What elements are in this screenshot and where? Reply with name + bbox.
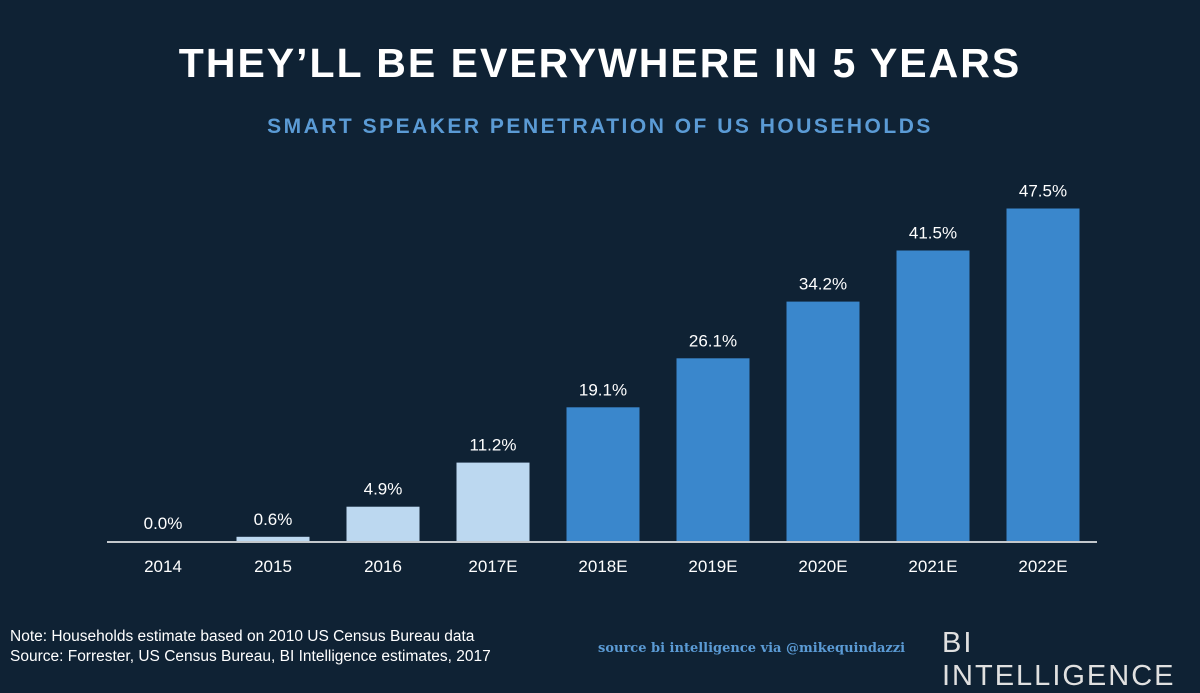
category-label: 2019E bbox=[688, 557, 737, 576]
chart-subtitle: SMART SPEAKER PENETRATION OF US HOUSEHOL… bbox=[267, 115, 933, 138]
category-label: 2022E bbox=[1018, 557, 1067, 576]
category-label: 2018E bbox=[578, 557, 627, 576]
bar-2019E bbox=[676, 358, 750, 541]
brand-logo: BI INTELLIGENCE bbox=[942, 627, 1176, 692]
category-label: 2016 bbox=[364, 557, 402, 576]
category-label: 2017E bbox=[468, 557, 517, 576]
source-line: Source: Forrester, US Census Bureau, BI … bbox=[10, 648, 491, 665]
bar-2016 bbox=[346, 506, 420, 541]
value-label: 4.9% bbox=[364, 480, 403, 499]
bar-2015 bbox=[236, 536, 310, 541]
category-labels-group: 2014 2015 2016 2017E 2018E 2019E 2020E 2021E 202… bbox=[144, 557, 1068, 576]
value-label: 47.5% bbox=[1019, 182, 1067, 201]
source-credit: source bi intelligence via @mikequindazz… bbox=[598, 641, 906, 656]
chart-title: THEY’LL BE EVERYWHERE IN 5 YEARS bbox=[178, 40, 1022, 86]
value-label: 41.5% bbox=[909, 224, 957, 243]
value-label: 11.2% bbox=[470, 436, 517, 455]
footnote: Note: Households estimate based on 2010 … bbox=[10, 627, 491, 667]
bar-2017E bbox=[456, 462, 530, 541]
category-label: 2020E bbox=[798, 557, 847, 576]
bar-chart: 0.0% 0.6% 4.9% 11.2% 19.1% 26.1% 34.2% 41.5% 47.… bbox=[107, 182, 1097, 576]
bars-group bbox=[236, 208, 1080, 541]
value-label: 19.1% bbox=[579, 380, 627, 399]
value-label: 34.2% bbox=[799, 275, 847, 294]
bar-2020E bbox=[786, 301, 860, 541]
value-label: 26.1% bbox=[689, 331, 737, 350]
value-label: 0.0% bbox=[144, 514, 183, 533]
bar-2018E bbox=[566, 407, 640, 541]
bar-2022E bbox=[1006, 208, 1080, 541]
value-labels-group: 0.0% 0.6% 4.9% 11.2% 19.1% 26.1% 34.2% 41.5% 47.… bbox=[144, 182, 1067, 534]
category-label: 2014 bbox=[144, 557, 182, 576]
category-label: 2021E bbox=[908, 557, 957, 576]
note-line: Note: Households estimate based on 2010 … bbox=[10, 628, 475, 645]
category-label: 2015 bbox=[254, 557, 292, 576]
value-label: 0.6% bbox=[254, 510, 293, 529]
bar-2021E bbox=[896, 250, 970, 541]
